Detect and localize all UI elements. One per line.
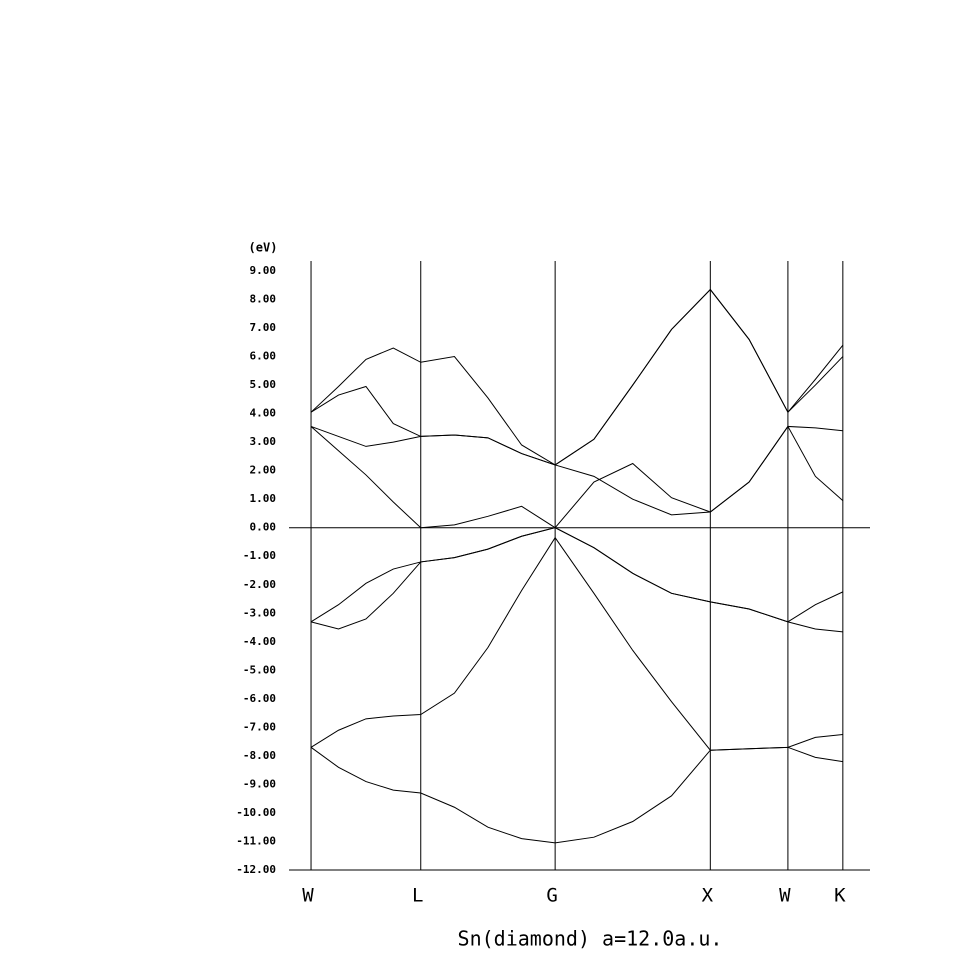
x-tick-label: W [779, 885, 791, 907]
y-tick-label: -6.00 [243, 692, 276, 705]
y-tick-label: -2.00 [243, 578, 276, 591]
x-tick-label: L [412, 885, 423, 907]
y-tick-label: -7.00 [243, 720, 276, 733]
y-tick-label: 5.00 [250, 378, 277, 391]
band-line [310, 527, 843, 633]
y-tick-label: 0.00 [250, 521, 277, 534]
y-tick-label: 9.00 [250, 264, 277, 277]
y-tick-label: 7.00 [250, 321, 277, 334]
x-tick-label: G [546, 885, 557, 907]
y-tick-label: -3.00 [243, 606, 276, 619]
band-line [310, 288, 844, 466]
y-tick-label: -10.00 [236, 806, 276, 819]
y-tick-label: 2.00 [250, 464, 277, 477]
y-tick-label: -4.00 [243, 635, 276, 648]
y-tick-label: 4.00 [250, 407, 277, 420]
band-line [310, 425, 844, 529]
y-tick-label: -8.00 [243, 749, 276, 762]
y-tick-label: -9.00 [243, 777, 276, 790]
x-tick-label: K [834, 885, 846, 907]
y-tick-label: 8.00 [250, 293, 277, 306]
x-tick-label: W [302, 885, 314, 907]
y-tick-label: 1.00 [250, 492, 277, 505]
band-line [310, 746, 843, 844]
chart-title: Sn(diamond) a=12.0a.u. [458, 927, 723, 951]
band-line [310, 527, 844, 623]
y-tick-label: -1.00 [243, 549, 276, 562]
y-tick-label: 6.00 [250, 350, 277, 363]
y-tick-label: -5.00 [243, 663, 276, 676]
y-tick-label: -11.00 [236, 834, 276, 847]
y-tick-label: 3.00 [250, 435, 277, 448]
x-tick-label: X [702, 885, 714, 907]
band-line [310, 288, 844, 466]
y-tick-label: -12.00 [236, 863, 276, 876]
y-axis-label: (eV) [249, 241, 278, 255]
band-line [310, 536, 843, 751]
